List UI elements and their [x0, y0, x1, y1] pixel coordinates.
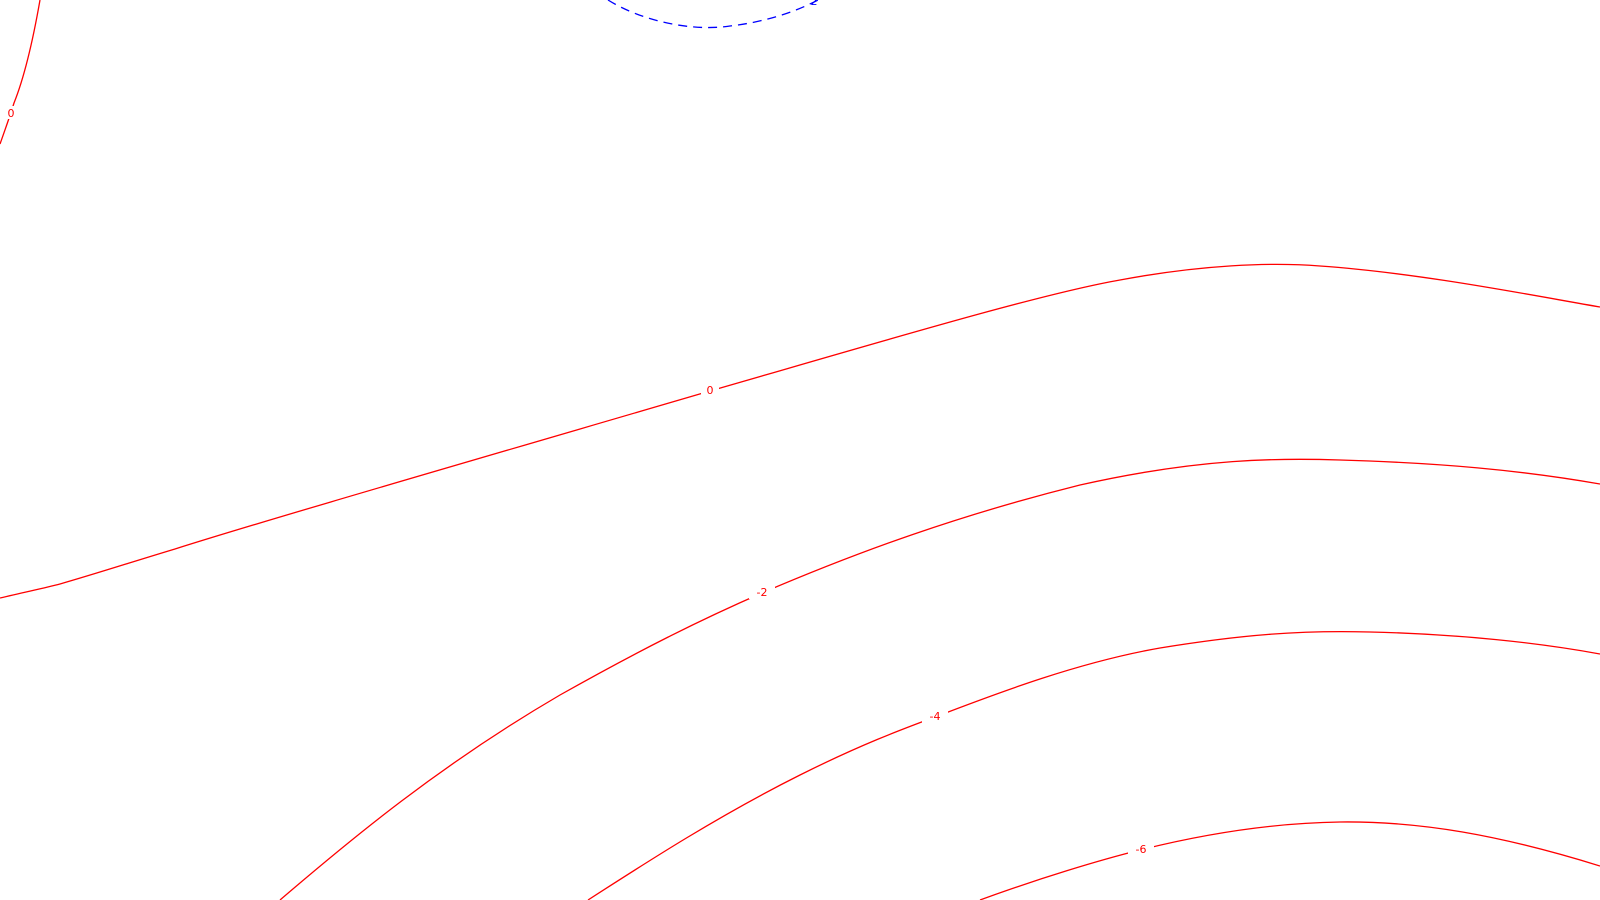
contour-line-0: [0, 263, 1600, 599]
contour-label-bg-neg-2: [749, 585, 775, 599]
contour-label-neg-6: -6: [1136, 843, 1147, 856]
contour-label-bg-neg-6: [1128, 842, 1154, 856]
contour-label-bg-0: [701, 383, 719, 397]
contour-label-0-top-left: 0: [8, 107, 15, 120]
contour-line-2: [607, 0, 819, 29]
contour-label-0: 0: [707, 384, 714, 397]
contour-line-neg-2: [279, 458, 1600, 900]
contour-label-neg-4: -4: [930, 710, 941, 723]
contour-line-neg-6: [979, 821, 1600, 900]
contour-label-bg-0-top-left: [5, 106, 17, 119]
contour-label-bg-neg-4: [922, 709, 948, 723]
contour-label-neg-2: -2: [757, 586, 768, 599]
contour-line-neg-4: [587, 630, 1600, 900]
contour-line-0-top-left: [0, 0, 41, 145]
contour-label-2: 2: [811, 0, 818, 8]
